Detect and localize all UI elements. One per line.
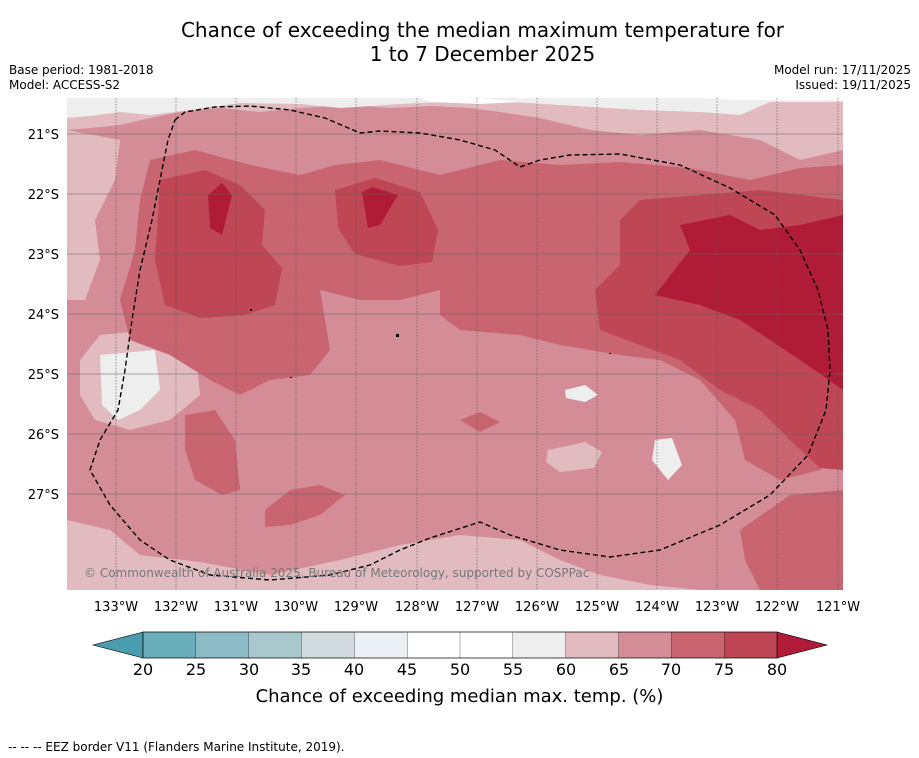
colorbar-label: Chance of exceeding median max. temp. (%… [255, 686, 664, 707]
lat-label-22s: 22°S [28, 188, 59, 203]
colorbar-segment-25 [195, 631, 250, 659]
model-name: Model: ACCESS-S2 [9, 78, 121, 92]
title-line-2: 1 to 7 December 2025 [369, 42, 596, 66]
colorbar-segment-60 [565, 631, 620, 659]
cb-tick-45: 45 [396, 660, 418, 679]
model-run: Model run: 17/11/2025 [773, 63, 911, 77]
lat-label-24s: 24°S [28, 308, 59, 323]
lon-label-132w: 132°W [154, 600, 198, 615]
band-45-55-top [700, 98, 843, 100]
band-60-65-patch-c [546, 442, 602, 472]
lon-label-126w: 126°W [515, 600, 559, 615]
band-over-80-nw [208, 183, 232, 235]
lat-label-27s: 27°S [28, 488, 59, 503]
lon-label-128w: 128°W [395, 600, 439, 615]
band-60-65-west-edge [67, 185, 88, 200]
cb-tick-35: 35 [290, 660, 312, 679]
cb-tick-65: 65 [608, 660, 630, 679]
gridlines [115, 98, 839, 590]
colorbar-segment-45 [407, 631, 461, 659]
band-over-80-central [362, 187, 398, 228]
band-70-75-west-tongue [185, 410, 240, 495]
lon-label-121w: 121°W [816, 600, 860, 615]
band-55-60-north-strip [420, 98, 520, 104]
lat-label-26s: 26°S [28, 428, 59, 443]
lat-axis: 21°S 22°S 23°S 24°S 25°S 26°S 27°S [28, 128, 59, 503]
band-60-65-west [67, 130, 120, 300]
cb-tick-80: 80 [766, 660, 788, 679]
cb-tick-55: 55 [502, 660, 524, 679]
lat-label-21s: 21°S [28, 128, 59, 143]
lon-label-122w: 122°W [755, 600, 799, 615]
colorbar-segment-50 [459, 631, 514, 659]
lon-label-123w: 123°W [695, 600, 739, 615]
colorbar-over-arrow [776, 631, 829, 659]
colorbar-segment-40 [354, 631, 408, 659]
lon-label-131w: 131°W [214, 600, 258, 615]
band-55-60-patch-a [565, 385, 598, 402]
colorbar-segment-70 [671, 631, 725, 659]
cb-tick-50: 50 [449, 660, 471, 679]
band-60-65-south [67, 520, 700, 590]
band-60-65-north [67, 98, 843, 160]
colorbar-segment-75 [724, 631, 778, 659]
lon-label-130w: 130°W [274, 600, 318, 615]
info-left: Base period: 1981-2018 Model: ACCESS-S2 [9, 63, 154, 93]
colorbar-segment-20 [142, 631, 197, 659]
cb-tick-60: 60 [555, 660, 577, 679]
band-55-60-north [67, 98, 843, 118]
colorbar-segment-35 [301, 631, 355, 659]
cb-tick-40: 40 [343, 660, 365, 679]
lat-label-25s: 25°S [28, 368, 59, 383]
band-70-75-southeast [740, 490, 843, 590]
islands [250, 309, 611, 378]
lon-label-133w: 133°W [94, 600, 138, 615]
title-line-1: Chance of exceeding the median maximum t… [180, 18, 785, 42]
cb-tick-25: 25 [185, 660, 207, 679]
band-over-80-east [655, 215, 843, 390]
colorbar-segment-65 [618, 631, 672, 659]
base-period: Base period: 1981-2018 [9, 63, 154, 77]
band-70-75-south-pocket [265, 485, 345, 527]
lon-label-125w: 125°W [575, 600, 619, 615]
lat-label-23s: 23°S [28, 248, 59, 263]
colorbar-under-arrow [91, 631, 144, 659]
band-55-60-west [100, 350, 160, 420]
cb-tick-70: 70 [660, 660, 682, 679]
band-55-60-patch-b [652, 438, 682, 480]
info-right: Model run: 17/11/2025 Issued: 19/11/2025 [774, 63, 911, 93]
probability-field [67, 98, 843, 590]
lon-label-124w: 124°W [635, 600, 679, 615]
eez-border [89, 105, 831, 581]
cb-tick-75: 75 [713, 660, 735, 679]
lat-lines [67, 133, 843, 495]
colorbar [91, 631, 829, 659]
colorbar-segment-30 [248, 631, 303, 659]
copyright-text: © Commonwealth of Australia 2025, Bureau… [84, 566, 589, 580]
chart-title: Chance of exceeding the median maximum t… [0, 18, 919, 66]
eez-legend-note: -- -- -- EEZ border V11 (Flanders Marine… [8, 740, 345, 754]
cb-tick-30: 30 [238, 660, 260, 679]
colorbar-segment-55 [512, 631, 567, 659]
band-75-80-nw [155, 170, 282, 318]
cb-tick-20: 20 [132, 660, 154, 679]
lon-label-129w: 129°W [334, 600, 378, 615]
issued-date: Issued: 19/11/2025 [795, 78, 911, 92]
lon-axis: 133°W 132°W 131°W 130°W 129°W 128°W 127°… [94, 600, 860, 615]
band-75-80-central [335, 178, 438, 266]
colorbar-frame [142, 631, 778, 659]
band-70-75-small [460, 412, 500, 432]
lon-label-127w: 127°W [455, 600, 499, 615]
